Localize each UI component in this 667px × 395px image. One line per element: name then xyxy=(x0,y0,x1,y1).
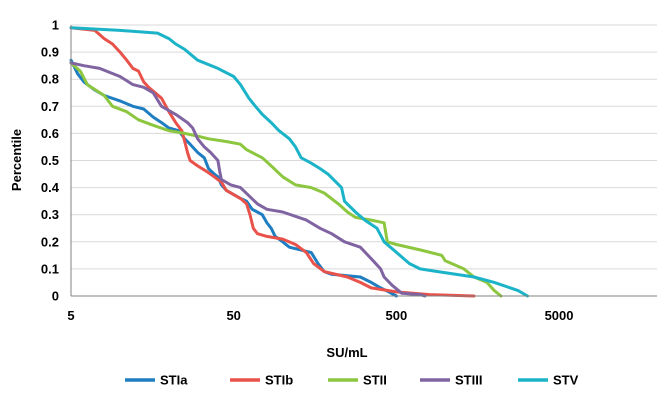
axes xyxy=(70,25,657,297)
y-tick-label: 0.4 xyxy=(41,180,60,195)
x-axis-title: SU/mL xyxy=(326,345,367,360)
y-tick-label: 0 xyxy=(52,289,59,304)
x-tick-label: 5 xyxy=(67,308,74,323)
series-lines xyxy=(69,26,529,298)
legend-label-stv: STV xyxy=(553,373,579,388)
x-tick-label: 5000 xyxy=(545,308,574,323)
gridlines xyxy=(71,24,657,270)
y-tick-label: 0.9 xyxy=(41,45,59,60)
legend-label-stii: STII xyxy=(363,373,387,388)
series-line-stib xyxy=(69,26,476,298)
series-line-stii xyxy=(69,61,503,298)
legend-label-stiii: STIII xyxy=(455,373,482,388)
y-tick-label: 1 xyxy=(52,18,59,33)
y-tick-label: 0.7 xyxy=(41,99,59,114)
y-tick-label: 0.5 xyxy=(41,153,59,168)
legend: STIa STIb STII STIII STV xyxy=(125,373,579,388)
x-tick-label: 500 xyxy=(386,308,408,323)
y-tick-label: 0.6 xyxy=(41,126,59,141)
y-tick-label: 0.1 xyxy=(41,261,59,276)
x-tick-label: 50 xyxy=(226,308,240,323)
y-tick-label: 0.2 xyxy=(41,234,59,249)
legend-label-stia: STIa xyxy=(160,373,188,388)
series-line-stia xyxy=(69,58,398,298)
y-tick-label: 0.8 xyxy=(41,72,59,87)
series-line-stv xyxy=(69,26,529,298)
y-axis-title: Percentile xyxy=(9,129,24,191)
legend-label-stib: STIb xyxy=(265,373,293,388)
series-line-stiii xyxy=(69,61,427,298)
y-tick-label: 0.3 xyxy=(41,207,59,222)
tick-labels: 0 0.1 0.2 0.3 0.4 0.5 0.6 0.7 0.8 0.9 1 5 50 500 5000 xyxy=(41,18,574,324)
